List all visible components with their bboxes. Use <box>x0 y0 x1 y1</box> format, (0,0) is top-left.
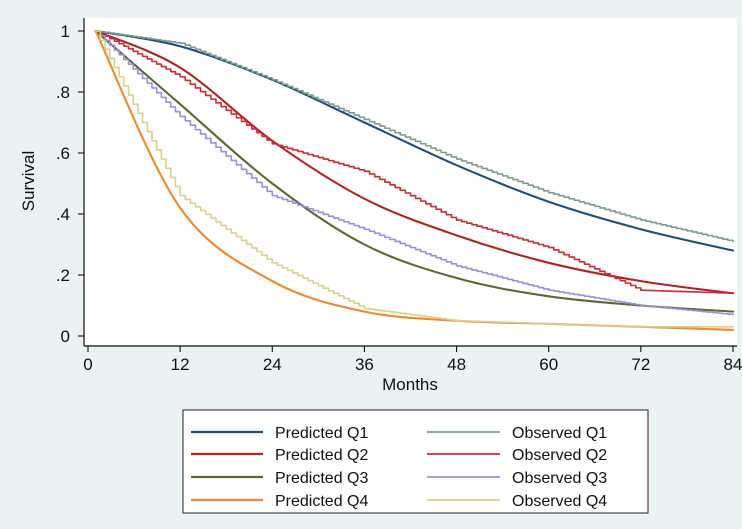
x-tick-label: 0 <box>83 355 92 374</box>
axes-group: 0 12 24 36 48 60 72 84 0 .2 .4 .6 .8 1 <box>56 18 742 374</box>
x-tick-label: 12 <box>171 355 190 374</box>
legend-box <box>182 409 649 514</box>
legend-label-observed-q4: Observed Q4 <box>512 493 607 510</box>
y-tick-label: .2 <box>56 266 70 285</box>
series-line-observed-q4 <box>94 30 734 328</box>
x-tick-label: 24 <box>263 355 282 374</box>
legend: Predicted Q1 Observed Q1 Predicted Q2 Obser… <box>182 409 649 514</box>
series-line-predicted-q3 <box>94 29 735 313</box>
y-tick-label: 1 <box>61 22 70 41</box>
legend-label-observed-q3: Observed Q3 <box>512 470 607 487</box>
series-line-observed-q1 <box>94 30 734 243</box>
legend-label-predicted-q4: Predicted Q4 <box>275 493 368 510</box>
series-group <box>94 29 735 331</box>
x-tick-label: 60 <box>539 355 558 374</box>
x-axis-title: Months <box>382 375 438 394</box>
legend-label-predicted-q2: Predicted Q2 <box>275 447 368 464</box>
y-tick-label: .8 <box>56 83 70 102</box>
series-line-predicted-q2 <box>94 29 735 295</box>
x-tick-label: 72 <box>631 355 650 374</box>
y-tick-label: .6 <box>56 144 70 163</box>
legend-label-predicted-q1: Predicted Q1 <box>275 425 368 442</box>
series-line-predicted-q1 <box>94 29 735 252</box>
x-tick-label: 36 <box>355 355 374 374</box>
y-tick-label: .4 <box>56 205 70 224</box>
y-axis-title: Survival <box>19 151 38 211</box>
series-line-observed-q2 <box>94 30 734 295</box>
plot-area <box>84 18 737 345</box>
legend-label-predicted-q3: Predicted Q3 <box>275 470 368 487</box>
x-tick-label: 84 <box>724 355 742 374</box>
y-tick-label: 0 <box>61 327 70 346</box>
legend-label-observed-q1: Observed Q1 <box>512 425 607 442</box>
x-tick-label: 48 <box>447 355 466 374</box>
series-line-observed-q3 <box>94 30 734 316</box>
legend-label-observed-q2: Observed Q2 <box>512 447 607 464</box>
